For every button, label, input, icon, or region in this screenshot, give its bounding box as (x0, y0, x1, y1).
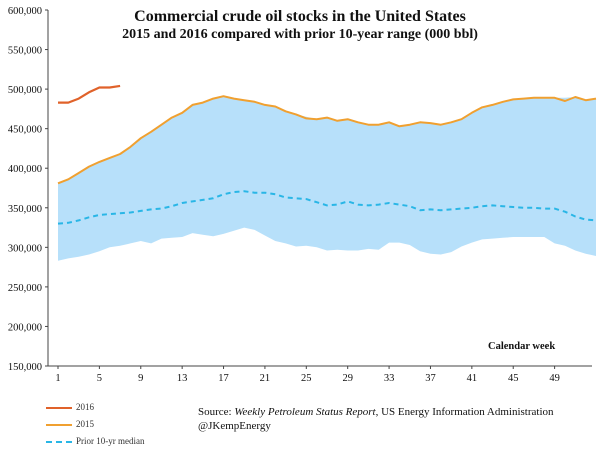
range-band-area (58, 96, 596, 261)
chart-title: Commercial crude oil stocks in the Unite… (134, 8, 466, 25)
y-tick-label: 550,000 (8, 46, 42, 57)
y-tick-label: 600,000 (8, 6, 42, 17)
axes (45, 9, 592, 369)
x-tick-label: 25 (301, 373, 312, 384)
x-tick-label: 29 (342, 373, 353, 384)
series-median-line (57, 190, 597, 225)
series-2016-line (58, 84, 121, 104)
x-tick-label: 49 (549, 373, 560, 384)
source-note: Source: Weekly Petroleum Status Report, … (198, 405, 554, 433)
series-layer (57, 84, 597, 225)
legend-swatch-2016 (46, 406, 72, 409)
legend-label-2015: 2015 (76, 419, 94, 429)
y-tick-label: 300,000 (8, 243, 42, 254)
x-axis-title: Calendar week (488, 341, 556, 352)
x-tick-label: 1 (55, 373, 60, 384)
x-tick-label: 33 (384, 373, 395, 384)
x-tick-label: 21 (260, 373, 271, 384)
x-tick-label: 45 (508, 373, 519, 384)
tick-labels: 150,000 200,000 250,000 300,000 350,000 400,0… (8, 6, 560, 384)
y-tick-label: 500,000 (8, 85, 42, 96)
series-2015-line (57, 95, 597, 185)
x-tick-label: 13 (177, 373, 188, 384)
y-tick-label: 150,000 (8, 362, 42, 373)
y-tick-label: 450,000 (8, 125, 42, 136)
source-handle: @JKempEnergy (198, 420, 271, 432)
source-prefix: Source: (198, 406, 235, 418)
legend-label-median: Prior 10-yr median (76, 436, 145, 446)
y-tick-label: 250,000 (8, 283, 42, 294)
legend-swatch-median (46, 440, 72, 443)
source-suffix: , US Energy Information Administration (375, 406, 554, 418)
x-tick-label: 5 (97, 373, 102, 384)
source-italic: Weekly Petroleum Status Report (234, 406, 376, 418)
legend-label-2016: 2016 (76, 402, 94, 412)
x-tick-label: 37 (425, 373, 436, 384)
legend-item-2015: 2015 (46, 419, 94, 429)
x-tick-label: 17 (218, 373, 229, 384)
legend-item-2016: 2016 (46, 402, 94, 412)
x-tick-label: 9 (138, 373, 143, 384)
y-tick-label: 200,000 (8, 322, 42, 333)
range-band-layer (58, 96, 596, 261)
chart-subtitle: 2015 and 2016 compared with prior 10-yea… (122, 27, 478, 42)
legend-item-median: Prior 10-yr median (46, 436, 144, 446)
y-tick-label: 400,000 (8, 164, 42, 175)
x-tick-label: 41 (467, 373, 478, 384)
y-tick-label: 350,000 (8, 204, 42, 215)
legend-swatch-2015 (46, 423, 72, 426)
